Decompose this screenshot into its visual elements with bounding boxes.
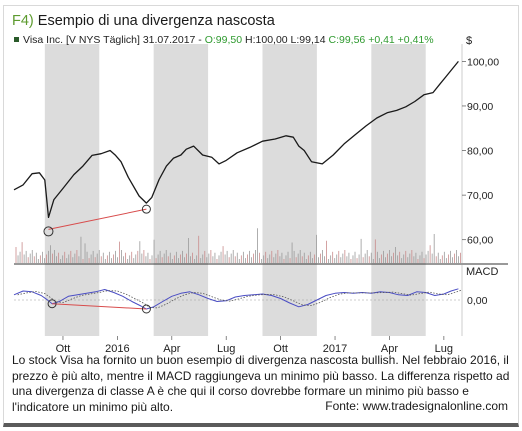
price-line	[13, 60, 459, 219]
figure-title-text: Esempio di una divergenza nascosta	[37, 13, 275, 29]
macd-divergence-line	[52, 303, 147, 310]
quote-part: O:99,50	[205, 34, 243, 46]
shaded-period-0	[44, 44, 100, 336]
quote-part: H:100,00 L:99,14	[242, 34, 328, 46]
shaded-period-1	[153, 44, 209, 336]
price-tick-label: 90,00	[467, 101, 493, 113]
time-tick-label: Apr	[381, 343, 398, 355]
time-tick-label: 2016	[105, 343, 129, 355]
price-series	[13, 60, 459, 237]
price-unit-label: $	[466, 35, 472, 47]
macd-title: MACD	[466, 266, 498, 278]
price-divergence-marker	[141, 204, 151, 214]
chart-header: Visa Inc. [V NYS Täglich] 31.07.2017 - O…	[14, 34, 434, 46]
time-tick-label: Lug	[435, 343, 453, 355]
price-tick-label: 100,00	[467, 56, 499, 68]
shaded-periods	[14, 44, 508, 336]
macd-divergence-marker	[47, 299, 57, 309]
macd-signal-line	[17, 289, 463, 309]
macd-tick-label: 0,00	[467, 295, 488, 307]
price-tick-label: 60,00	[467, 235, 493, 247]
time-tick-label: 2017	[323, 343, 347, 355]
price-divergence-marker	[43, 226, 54, 237]
price-tick-label: 70,00	[467, 190, 493, 202]
figure-label: F4)	[12, 13, 34, 29]
time-axis: Ott 2016 Apr Lug Ott 2017 Apr Lug	[56, 336, 453, 355]
figure-title: F4) Esempio di una divergenza nascosta	[12, 13, 275, 29]
shaded-period-3	[371, 44, 426, 336]
symbol-marker	[14, 37, 19, 42]
quote-part: Visa Inc. [V NYS Täglich] 31.07.2017 -	[23, 34, 205, 46]
time-tick-label: Lug	[217, 343, 235, 355]
macd-line	[13, 288, 459, 310]
macd-panel: MACD 0,00	[13, 266, 498, 314]
time-tick-label: Ott	[56, 343, 71, 355]
figure-caption: Lo stock Visa ha fornito un buon esempio…	[12, 353, 512, 415]
quote-part: C:99,56 +0,41 +0,41%	[329, 34, 434, 46]
figure-source: Fonte: www.tradesignalonline.com	[325, 399, 508, 413]
price-axis: $100,00 90,00 80,00 70,00 60,00	[462, 35, 499, 247]
caption-text: Lo stock Visa ha fornito un buon esempio…	[12, 353, 510, 414]
time-tick-label: Ott	[273, 343, 288, 355]
time-tick-label: Apr	[163, 343, 180, 355]
shaded-period-2	[262, 44, 317, 336]
price-divergence-line	[48, 208, 147, 230]
price-tick-label: 80,00	[467, 146, 493, 158]
volume-bars	[15, 228, 461, 263]
figure-frame	[3, 5, 519, 427]
macd-divergence-marker	[141, 304, 151, 314]
quote-header: Visa Inc. [V NYS Täglich] 31.07.2017 - O…	[23, 34, 434, 46]
